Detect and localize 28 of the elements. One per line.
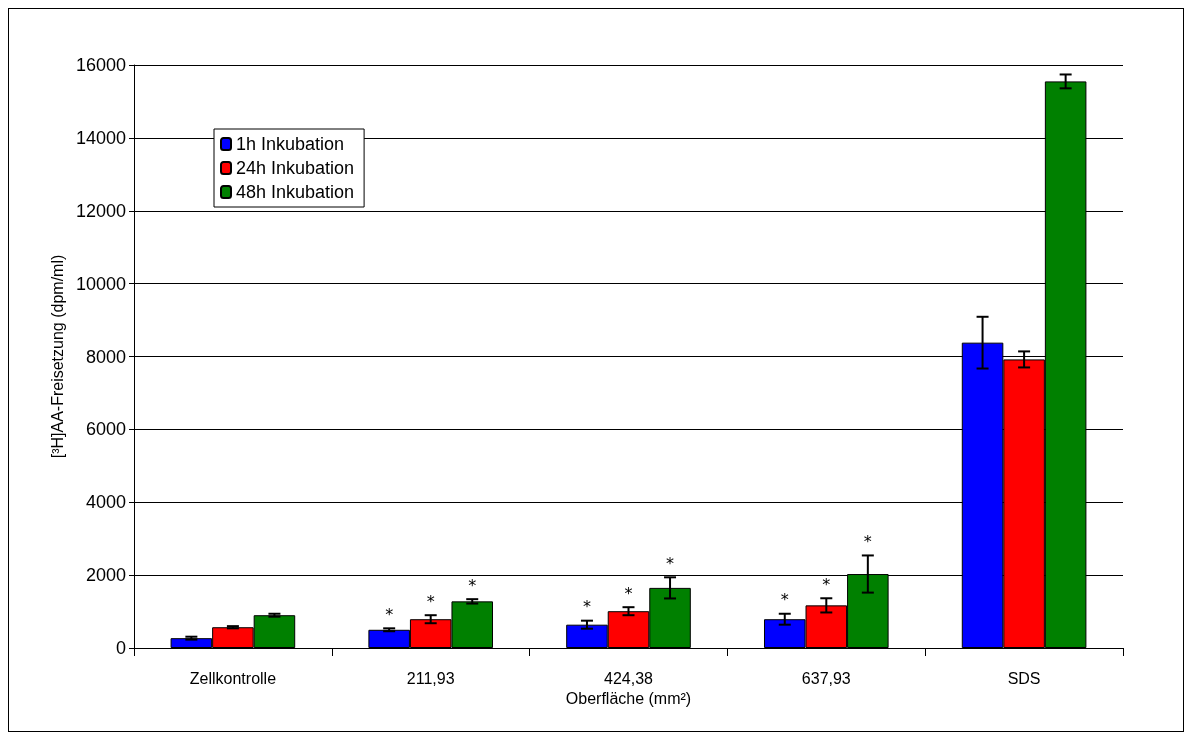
y-tick-label: 0 — [115, 638, 126, 658]
y-tick-label: 6000 — [85, 419, 126, 440]
y-tick-label: 12000 — [75, 200, 126, 221]
x-tick-label: 637,93 — [801, 669, 851, 687]
data-label: * — [582, 597, 591, 617]
x-tick-label: 211,93 — [406, 669, 455, 687]
data-label: * — [780, 590, 789, 610]
y-tick-label: 16000 — [75, 55, 126, 75]
data-label: * — [385, 604, 394, 624]
legend-label: 24h Inkubation — [236, 158, 355, 178]
data-label: * — [822, 574, 831, 594]
x-tick-label: SDS — [1007, 669, 1041, 687]
x-tick-label: Zellkontrolle — [189, 669, 277, 687]
data-label: * — [624, 583, 633, 603]
data-label: * — [863, 531, 872, 551]
y-tick-label: 10000 — [75, 273, 126, 294]
data-label: * — [666, 553, 675, 573]
x-tick-label: 424,38 — [604, 669, 654, 687]
y-tick-label: 2000 — [85, 565, 126, 586]
y-tick-label: 8000 — [85, 346, 126, 367]
legend-label: 48h Inkubation — [236, 182, 355, 202]
y-tick-label: 4000 — [85, 492, 126, 513]
data-label: * — [426, 591, 435, 611]
y-tick-label: 14000 — [75, 127, 126, 148]
legend-label: 1h Inkubation — [236, 134, 345, 154]
y-axis-title: [³H]AA-Freisetzung (dpm/ml) — [48, 254, 66, 459]
data-label: * — [468, 575, 477, 595]
x-axis-title: Oberfläche (mm²) — [565, 690, 692, 708]
